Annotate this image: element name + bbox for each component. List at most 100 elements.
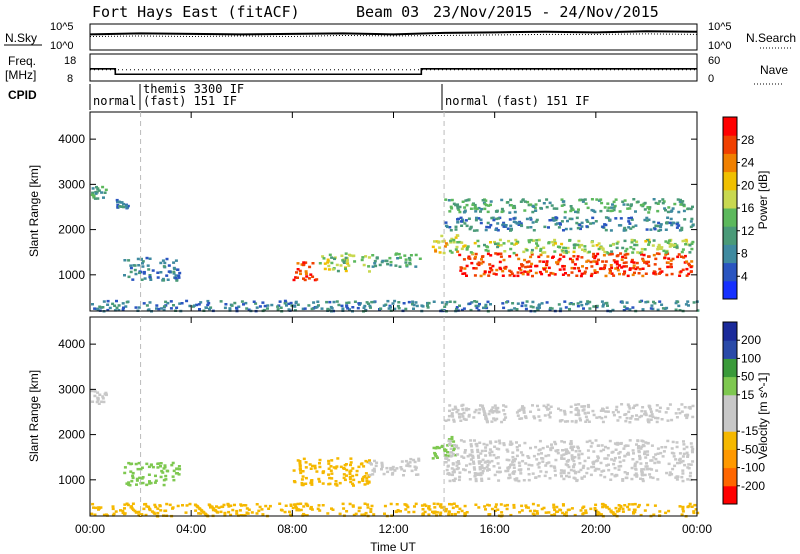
power-panel-cell (526, 200, 530, 204)
velocity-panel-cell (576, 446, 580, 450)
velocity-panel-cell (640, 414, 643, 418)
power-panel-cell (526, 226, 530, 229)
velocity-panel-cell (96, 396, 100, 400)
power-panel-cell (434, 248, 437, 252)
velocity-panel-cell (681, 479, 685, 483)
velocity-panel-cell (622, 447, 626, 450)
power-panel-cell (583, 248, 587, 251)
velocity-panel-cell (465, 511, 469, 514)
velocity-panel-cell (260, 508, 264, 511)
power-panel-cell (102, 196, 105, 199)
noise-right-tick-bottom: 10^0 (708, 40, 732, 52)
power-panel-cell (166, 278, 170, 281)
velocity-panel-cell (299, 469, 302, 472)
power-panel-cell (513, 210, 517, 214)
power-colorbar-label: Power [dB] (756, 171, 770, 230)
power-panel-cell (498, 238, 502, 242)
power-panel-cell (586, 300, 590, 303)
power-panel-cell (258, 305, 262, 308)
velocity-panel-cell (433, 511, 437, 514)
velocity-panel-cell (690, 505, 694, 508)
velocity-panel-cell (103, 392, 107, 396)
power-panel-cell (484, 203, 488, 207)
power-panel-cell (351, 254, 355, 258)
velocity-panel-cell (413, 460, 417, 464)
power-panel-cell (538, 260, 542, 263)
power-panel-cell (116, 203, 120, 207)
velocity-panel-cell (144, 502, 148, 506)
power-panel-cell (579, 274, 583, 278)
velocity-panel-cell (563, 413, 567, 416)
velocity-panel-cell (654, 416, 657, 420)
power-panel-cell (296, 262, 300, 265)
power-panel-cell (394, 264, 398, 267)
velocity-panel-cell (589, 507, 593, 511)
power-panel-cell (593, 271, 597, 274)
power-panel-cell (188, 304, 192, 308)
velocity-panel-cell (311, 464, 314, 468)
velocity-panel-cell (321, 504, 325, 507)
velocity-panel-cell (515, 441, 518, 444)
velocity-panel-cell (447, 458, 451, 462)
velocity-panel-cell (569, 405, 573, 408)
velocity-panel-cell (156, 507, 160, 510)
velocity-panel-cell (498, 470, 502, 474)
power-panel-cell (629, 246, 633, 249)
velocity-panel-cell (609, 478, 613, 481)
power-panel-cell (580, 225, 584, 228)
velocity-panel-cell (494, 456, 498, 460)
velocity-panel-cell (461, 408, 465, 411)
power-panel-cell (585, 267, 589, 270)
power-panel-cell (148, 257, 152, 260)
power-panel-cell (628, 268, 632, 271)
velocity-panel-cell (576, 445, 580, 449)
velocity-panel-cell (567, 465, 571, 469)
velocity-panel-cell (553, 508, 557, 512)
velocity-panel-cell (279, 508, 283, 512)
power-panel-cell (233, 301, 237, 305)
power-panel-cell (162, 308, 166, 312)
velocity-panel-cell (619, 464, 623, 468)
velocity-panel-cell (643, 452, 647, 456)
power-panel-cell (690, 260, 694, 263)
power-panel-cell (458, 253, 462, 257)
power-panel-colorbar-swatch (723, 189, 737, 209)
noise-right-tick-top: 10^5 (708, 21, 732, 33)
power-panel-cell (287, 308, 291, 311)
cpid-seg-2b: (fast) 151 IF (143, 94, 237, 108)
power-panel-cell (178, 302, 182, 305)
power-panel-cell (626, 274, 630, 278)
power-panel-cell (526, 273, 530, 276)
power-panel-cell (357, 302, 361, 305)
velocity-panel-cell (675, 445, 679, 449)
velocity-panel-cell (318, 509, 322, 512)
velocity-panel-cell (482, 442, 486, 446)
velocity-panel-cell (622, 459, 626, 462)
power-panel-cell (568, 307, 571, 311)
velocity-panel-cell (512, 463, 516, 467)
power-panel-cell (531, 210, 535, 214)
power-panel-cell (474, 267, 478, 270)
velocity-panel-cell (455, 505, 459, 508)
power-panel-cell (553, 250, 557, 253)
power-panel-cell (345, 305, 349, 308)
power-panel-cell (649, 228, 653, 231)
velocity-panel-cell (641, 479, 645, 483)
power-panel-cell (468, 257, 472, 260)
velocity-panel-cell (678, 452, 682, 455)
velocity-panel-cell (616, 410, 620, 414)
velocity-panel-cell (644, 413, 648, 417)
velocity-panel-cell (310, 479, 314, 482)
velocity-panel-cell (614, 506, 618, 510)
velocity-panel-cell (427, 513, 431, 516)
power-panel-region-1 (115, 198, 130, 210)
velocity-panel-cell (297, 509, 301, 512)
power-panel-cell (466, 198, 470, 202)
velocity-panel-cell (417, 457, 421, 461)
power-panel-cell (631, 225, 635, 229)
power-panel-cell (461, 218, 464, 222)
velocity-panel-cell (543, 474, 547, 478)
velocity-panel-cell (343, 467, 347, 470)
velocity-panel-cell (455, 445, 458, 448)
velocity-panel-cell (497, 447, 501, 451)
